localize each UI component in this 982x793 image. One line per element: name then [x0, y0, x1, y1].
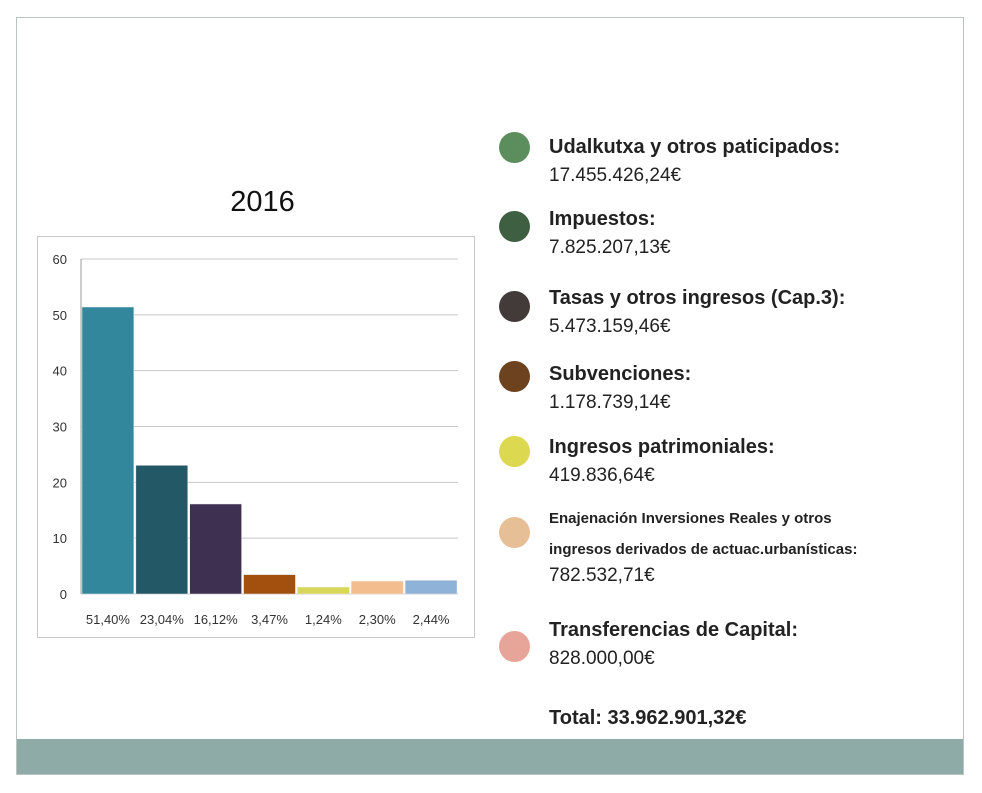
legend-dot-udalkutxa	[499, 132, 530, 163]
legend-dot-impuestos	[499, 211, 530, 242]
bar	[81, 306, 135, 595]
legend-value: 828.000,00€	[549, 648, 655, 669]
legend-label: Subvenciones:	[549, 363, 692, 385]
legend-item-udalkutxa: Udalkutxa y otros paticipados: 17.455.42…	[549, 136, 840, 187]
x-tick-label: 3,47%	[251, 612, 288, 627]
chart-year-title: 2016	[230, 186, 295, 218]
legend-item-enajenacion: Enajenación Inversiones Reales y otros i…	[549, 503, 857, 587]
legend-value: 17.455.426,24€	[549, 165, 682, 186]
y-tick-label: 20	[53, 475, 67, 490]
bar	[189, 503, 242, 595]
bar	[135, 465, 188, 595]
y-tick-label: 0	[60, 587, 67, 602]
legend-label-line2: ingresos derivados de actuac.urbanística…	[549, 541, 858, 558]
legend-dot-enajenacion	[499, 517, 530, 548]
legend-label-line1: Enajenación Inversiones Reales y otros	[549, 510, 832, 527]
legend-item-transferencias: Transferencias de Capital: 828.000,00€	[549, 619, 798, 670]
legend-item-patrimoniales: Ingresos patrimoniales: 419.836,64€	[549, 436, 775, 487]
legend-dot-patrimoniales	[499, 436, 530, 467]
legend-item-subvenciones: Subvenciones: 1.178.739,14€	[549, 363, 691, 414]
slide-frame	[16, 17, 964, 775]
legend-label: Udalkutxa y otros paticipados:	[549, 136, 841, 158]
legend-label: Transferencias de Capital:	[549, 619, 798, 641]
y-tick-label: 30	[53, 420, 67, 435]
bar-chart-svg: 0 10 20 30 40 50 60 51,40% 23,04% 16,12% 3,47% 1,24…	[53, 252, 458, 627]
y-tick-label: 40	[53, 364, 67, 379]
legend-dot-subvenciones	[499, 361, 530, 392]
footer-band	[17, 739, 963, 774]
legend-value: 1.178.739,14€	[549, 392, 671, 413]
legend-item-tasas: Tasas y otros ingresos (Cap.3): 5.473.15…	[549, 287, 845, 338]
y-tick-label: 60	[53, 252, 67, 267]
legend-value: 419.836,64€	[549, 465, 655, 486]
legend-item-impuestos: Impuestos: 7.825.207,13€	[549, 208, 671, 259]
x-tick-label: 51,40%	[86, 612, 131, 627]
legend-value: 5.473.159,46€	[549, 316, 671, 337]
legend-value: 782.532,71€	[549, 565, 655, 586]
bar	[243, 574, 296, 595]
legend-label: Ingresos patrimoniales:	[549, 436, 775, 458]
x-tick-label: 1,24%	[305, 612, 342, 627]
y-tick-label: 10	[53, 531, 67, 546]
legend-dot-transferencias	[499, 631, 530, 662]
bar	[297, 586, 350, 595]
legend-dot-tasas	[499, 291, 530, 322]
bar	[404, 580, 458, 595]
legend-label: Tasas y otros ingresos (Cap.3):	[549, 287, 846, 309]
bar	[351, 580, 404, 595]
total-amount: Total: 33.962.901,32€	[549, 707, 747, 729]
legend-value: 7.825.207,13€	[549, 237, 671, 258]
x-tick-label: 16,12%	[194, 612, 239, 627]
bar-chart: 0 10 20 30 40 50 60 51,40% 23,04% 16,12% 3,47% 1,24…	[37, 236, 475, 638]
y-tick-label: 50	[53, 308, 67, 323]
x-tick-label: 2,30%	[359, 612, 396, 627]
x-tick-label: 2,44%	[413, 612, 450, 627]
x-tick-label: 23,04%	[140, 612, 185, 627]
legend-label: Impuestos:	[549, 208, 656, 230]
